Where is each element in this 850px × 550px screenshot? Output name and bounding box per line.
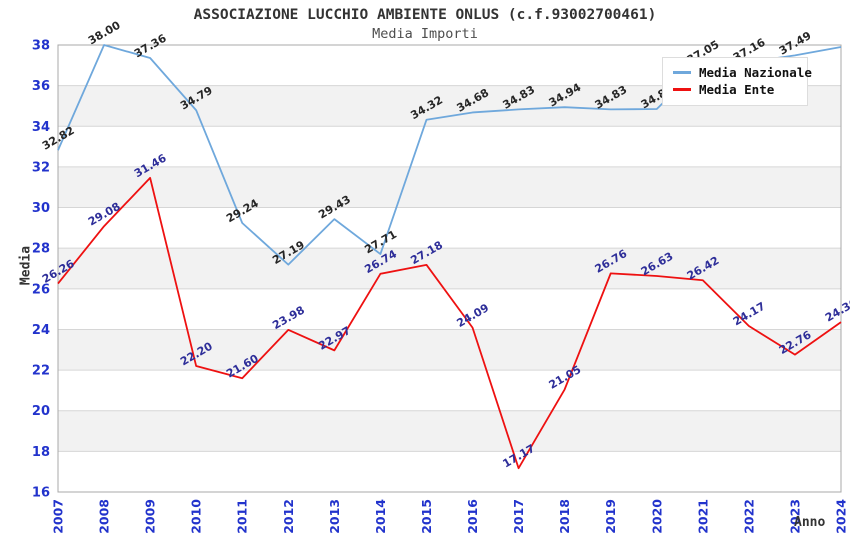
svg-text:24: 24 xyxy=(32,323,50,338)
data-label: 24.17 xyxy=(731,300,768,329)
svg-text:2023: 2023 xyxy=(787,499,802,534)
svg-text:20: 20 xyxy=(32,404,50,419)
plot-bands xyxy=(58,85,841,452)
y-axis-ticks: 16 18 20 22 24 26 28 30 32 34 36 38 xyxy=(32,39,50,501)
legend-label-ente: Media Ente xyxy=(699,82,775,97)
chart-subtitle: Media Importi xyxy=(372,26,478,42)
svg-text:2016: 2016 xyxy=(465,499,480,534)
svg-text:2020: 2020 xyxy=(649,499,664,534)
svg-text:2010: 2010 xyxy=(189,499,204,534)
svg-text:30: 30 xyxy=(32,201,50,216)
svg-text:2014: 2014 xyxy=(373,499,388,534)
svg-text:2018: 2018 xyxy=(557,499,572,534)
data-label: 23.98 xyxy=(270,304,307,333)
svg-text:2007: 2007 xyxy=(51,499,66,534)
svg-text:2015: 2015 xyxy=(419,499,434,534)
chart-title: ASSOCIAZIONE LUCCHIO AMBIENTE ONLUS (c.f… xyxy=(193,7,657,23)
plot-border xyxy=(57,44,842,493)
svg-text:2017: 2017 xyxy=(511,499,526,534)
data-label: 37.36 xyxy=(132,31,169,60)
svg-text:2021: 2021 xyxy=(695,499,710,534)
svg-text:36: 36 xyxy=(32,79,50,94)
legend-item-media-ente: Media Ente xyxy=(673,81,799,98)
legend-item-media-nazionale: Media Nazionale xyxy=(673,64,812,81)
svg-text:28: 28 xyxy=(32,242,50,257)
svg-text:34: 34 xyxy=(32,120,50,135)
legend-swatch-nazionale-icon xyxy=(673,71,691,74)
x-axis-ticks: 2007 2008 2009 2010 2011 2012 2013 2014 2015 2016… xyxy=(51,499,849,534)
svg-text:26: 26 xyxy=(32,282,50,297)
svg-text:2008: 2008 xyxy=(97,499,112,534)
svg-text:2009: 2009 xyxy=(143,499,158,534)
x-axis-title: Anno xyxy=(794,515,826,530)
legend-swatch-ente-icon xyxy=(673,88,691,91)
legend-label-nazionale: Media Nazionale xyxy=(699,65,812,80)
data-label: 38.00 xyxy=(86,18,123,47)
data-label: 24.09 xyxy=(454,301,491,330)
svg-text:2012: 2012 xyxy=(281,499,296,534)
data-label: 24.36 xyxy=(823,296,850,325)
svg-text:38: 38 xyxy=(32,39,50,54)
svg-text:18: 18 xyxy=(32,445,50,460)
svg-text:16: 16 xyxy=(32,486,50,501)
svg-text:2024: 2024 xyxy=(834,499,849,534)
svg-text:22: 22 xyxy=(32,364,50,379)
svg-text:2013: 2013 xyxy=(327,499,342,534)
svg-text:2011: 2011 xyxy=(235,499,250,534)
svg-text:2019: 2019 xyxy=(603,499,618,534)
legend: Media Nazionale Media Ente xyxy=(662,57,812,106)
svg-text:32: 32 xyxy=(32,160,50,175)
svg-text:2022: 2022 xyxy=(741,499,756,534)
